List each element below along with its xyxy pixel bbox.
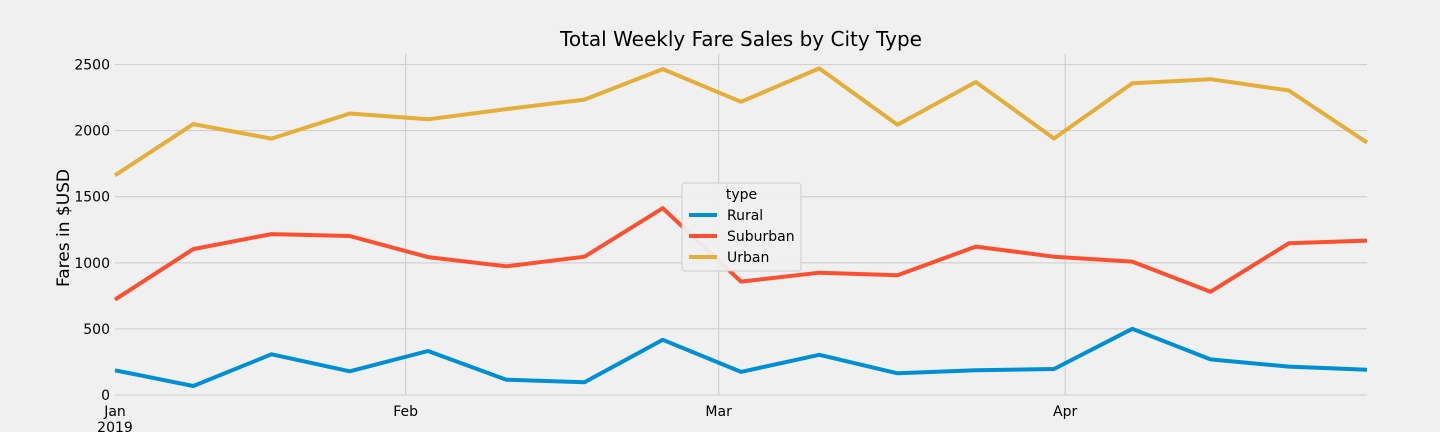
y-tick-label: 1000 (74, 256, 110, 272)
series-line-suburban (113, 206, 1368, 302)
legend-box (681, 182, 802, 272)
legend: type Rural Suburban Urban (681, 182, 802, 272)
legend-title: type (726, 187, 757, 203)
chart-title: Total Weekly Fare Sales by City Type (559, 27, 922, 51)
series-lines (113, 66, 1369, 388)
x-tick-label: Apr (1053, 404, 1077, 420)
y-tick-label: 2500 (74, 58, 110, 74)
series-line-urban (113, 66, 1369, 177)
legend-label-suburban: Suburban (727, 229, 795, 245)
legend-label-rural: Rural (727, 208, 763, 224)
x-tick-sublabel: 2019 (97, 420, 133, 432)
y-tick-label: 1500 (74, 190, 110, 206)
x-tick-label: Feb (393, 404, 418, 420)
y-tick-label: 500 (83, 322, 110, 338)
y-axis-label: Fares in $USD (54, 169, 74, 287)
legend-label-urban: Urban (727, 250, 769, 266)
y-tick-label: 2000 (74, 124, 110, 140)
y-axis-ticks: 0 500 1000 1500 2000 2500 (74, 58, 110, 404)
x-tick-label: Jan (103, 404, 126, 420)
series-line-rural (114, 326, 1368, 388)
x-tick-label: Mar (705, 404, 732, 420)
y-tick-label: 0 (101, 388, 110, 404)
